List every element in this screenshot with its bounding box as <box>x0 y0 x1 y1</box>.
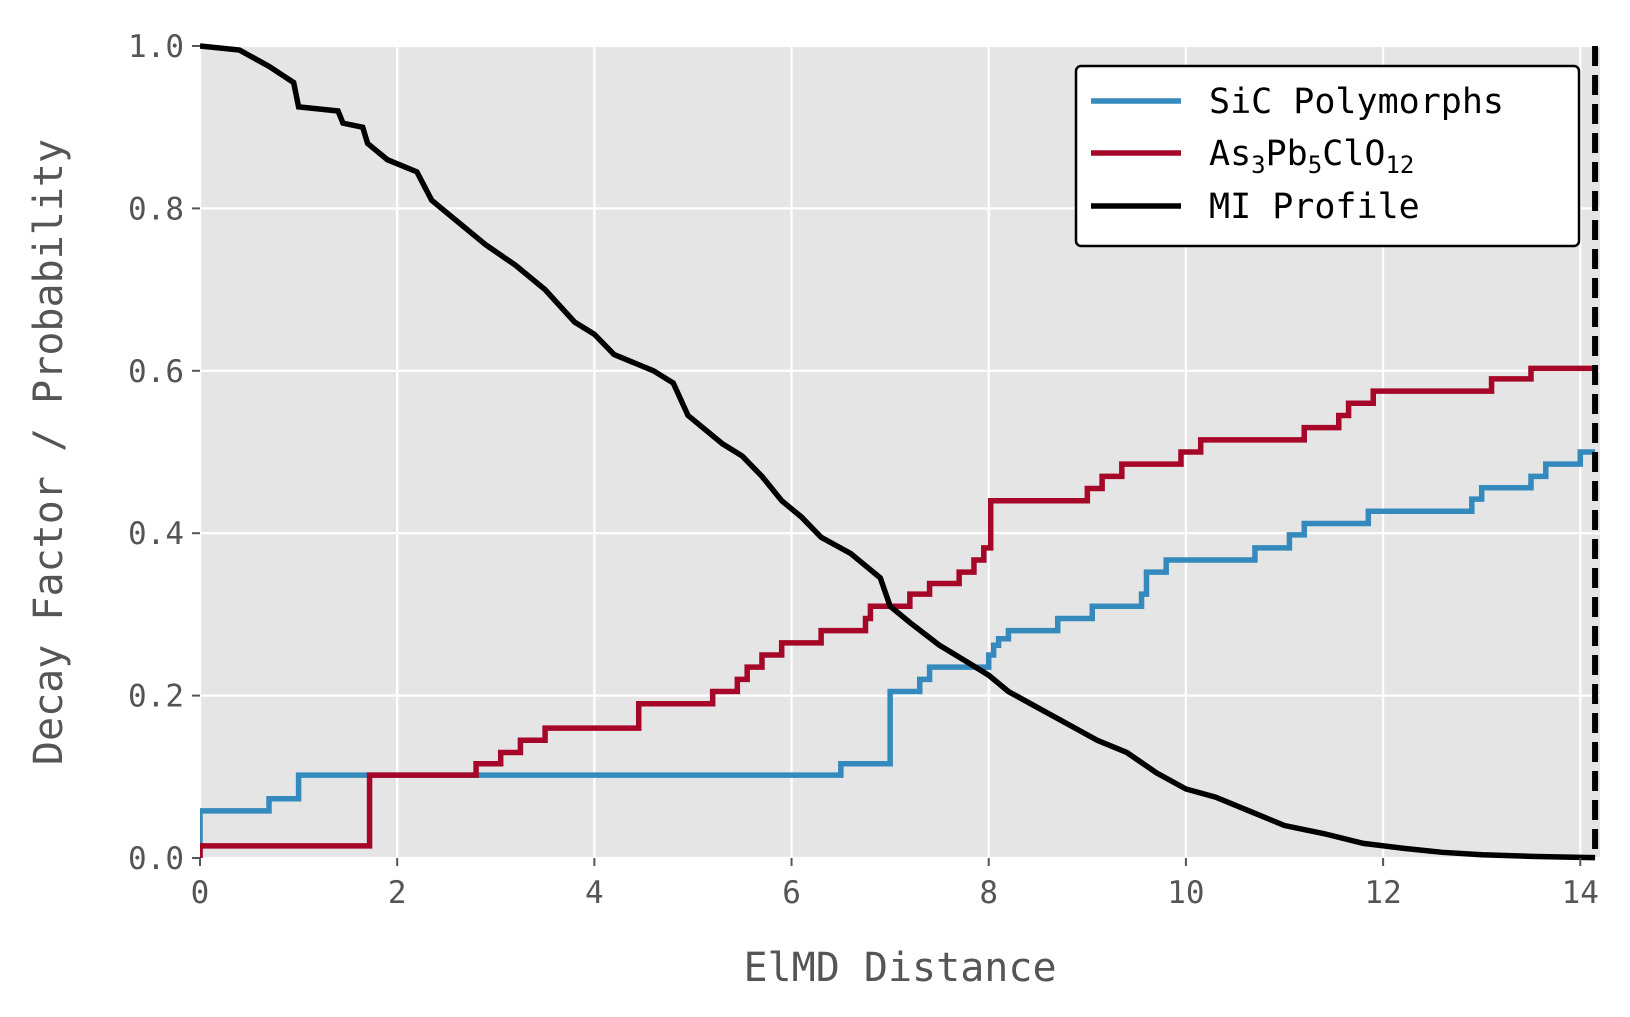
y-axis-ticks: 0.0 0.2 0.4 0.6 0.8 1.0 <box>128 29 200 877</box>
x-tick-label: 10 <box>1167 875 1204 911</box>
legend-label-as-sub: 5 <box>1308 151 1322 179</box>
legend: SiC Polymorphs As3Pb5ClO12 MI Profile <box>1074 64 1581 248</box>
legend-label-as-sub: 12 <box>1385 151 1414 179</box>
legend-label-as-part: As <box>1209 134 1251 174</box>
x-tick-label: 6 <box>782 875 801 911</box>
legend-label-sic: SiC Polymorphs <box>1209 82 1504 122</box>
y-tick-label: 0.2 <box>128 679 184 715</box>
y-tick-label: 0.0 <box>128 841 184 877</box>
legend-box <box>1074 64 1581 248</box>
x-tick-label: 4 <box>585 875 604 911</box>
legend-label-as-part: ClO <box>1322 134 1385 174</box>
series-layer <box>200 43 1599 861</box>
grid <box>198 44 1600 860</box>
x-tick-label: 0 <box>191 875 210 911</box>
y-tick-label: 1.0 <box>128 29 184 65</box>
legend-label-as-part: Pb <box>1266 134 1308 174</box>
x-tick-label: 14 <box>1562 875 1599 911</box>
legend-label-as-sub: 3 <box>1251 151 1265 179</box>
legend-label-mi: MI Profile <box>1209 187 1420 227</box>
legend-label-as: As3Pb5ClO12 <box>1209 134 1414 179</box>
x-axis-ticks: 0 2 4 6 8 10 12 14 <box>191 858 1599 911</box>
y-tick-label: 0.4 <box>128 516 184 552</box>
x-tick-label: 12 <box>1364 875 1401 911</box>
series-line-as <box>200 365 1596 858</box>
series-line-sic <box>200 449 1596 858</box>
y-tick-label: 0.8 <box>128 191 184 227</box>
plot-area <box>200 43 1599 861</box>
x-axis-label: ElMD Distance <box>743 945 1056 991</box>
series-line-mi <box>200 43 1596 861</box>
y-axis-label: Decay Factor / Probability <box>26 139 72 765</box>
x-tick-label: 2 <box>388 875 407 911</box>
x-tick-label: 8 <box>979 875 998 911</box>
y-tick-label: 0.6 <box>128 354 184 390</box>
